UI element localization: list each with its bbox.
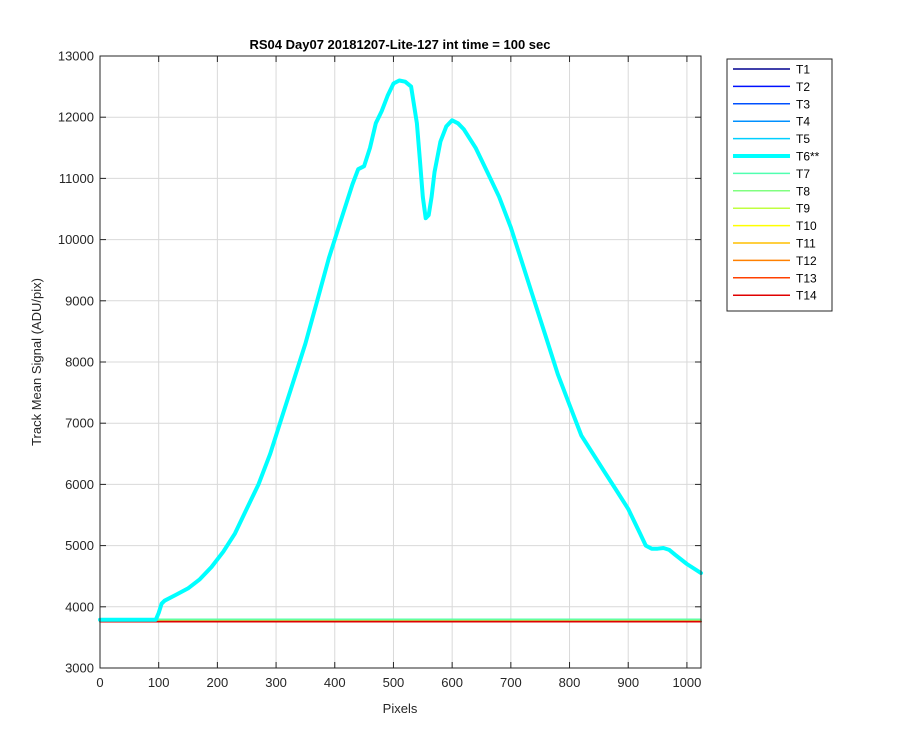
x-tick-label: 100 — [148, 675, 170, 690]
legend-label-t4: T4 — [796, 115, 810, 129]
series-lines — [98, 78, 703, 623]
legend-label-t9: T9 — [796, 202, 810, 216]
x-axis-label: Pixels — [383, 701, 418, 716]
x-tick-label: 600 — [441, 675, 463, 690]
y-tick-label: 13000 — [58, 49, 94, 64]
legend: T1 T2 T3 T4 T5 T6** T7 T8 T9 T10 T11 T12 T13 T14 — [726, 58, 833, 312]
y-tick-label: 3000 — [65, 661, 94, 676]
y-tick-label: 5000 — [65, 538, 94, 553]
legend-label-t6: T6** — [796, 150, 820, 164]
legend-label-t8: T8 — [796, 184, 810, 198]
legend-label-t10: T10 — [796, 219, 817, 233]
x-tick-label: 900 — [617, 675, 639, 690]
x-tick-label: 800 — [559, 675, 581, 690]
axis-ticks: 0 100 200 300 400 500 600 700 800 900 1000 3000 4000… — [58, 49, 702, 691]
legend-label-t7: T7 — [796, 167, 810, 181]
y-tick-label: 10000 — [58, 232, 94, 247]
y-tick-label: 8000 — [65, 355, 94, 370]
y-tick-label: 7000 — [65, 416, 94, 431]
chart-title: RS04 Day07 20181207-Lite-127 int time = … — [250, 37, 551, 52]
x-tick-label: 0 — [96, 675, 103, 690]
y-tick-label: 6000 — [65, 477, 94, 492]
x-tick-label: 1000 — [672, 675, 701, 690]
y-axis-label: Track Mean Signal (ADU/pix) — [29, 278, 44, 446]
x-tick-label: 400 — [324, 675, 346, 690]
x-tick-label: 500 — [383, 675, 405, 690]
legend-label-t5: T5 — [796, 132, 810, 146]
x-tick-label: 200 — [207, 675, 229, 690]
legend-label-t2: T2 — [796, 80, 810, 94]
y-tick-label: 9000 — [65, 293, 94, 308]
series-line-t6 — [98, 78, 703, 622]
legend-label-t11: T11 — [796, 237, 816, 251]
x-tick-label: 300 — [265, 675, 287, 690]
legend-label-t3: T3 — [796, 97, 810, 111]
legend-label-t12: T12 — [796, 254, 817, 268]
y-tick-label: 12000 — [58, 110, 94, 125]
y-tick-label: 11000 — [59, 171, 94, 186]
legend-label-t1: T1 — [796, 63, 810, 77]
legend-box — [726, 58, 833, 312]
legend-label-t14: T14 — [796, 289, 817, 303]
x-tick-label: 700 — [500, 675, 522, 690]
y-tick-label: 4000 — [65, 599, 94, 614]
legend-label-t13: T13 — [796, 271, 817, 285]
